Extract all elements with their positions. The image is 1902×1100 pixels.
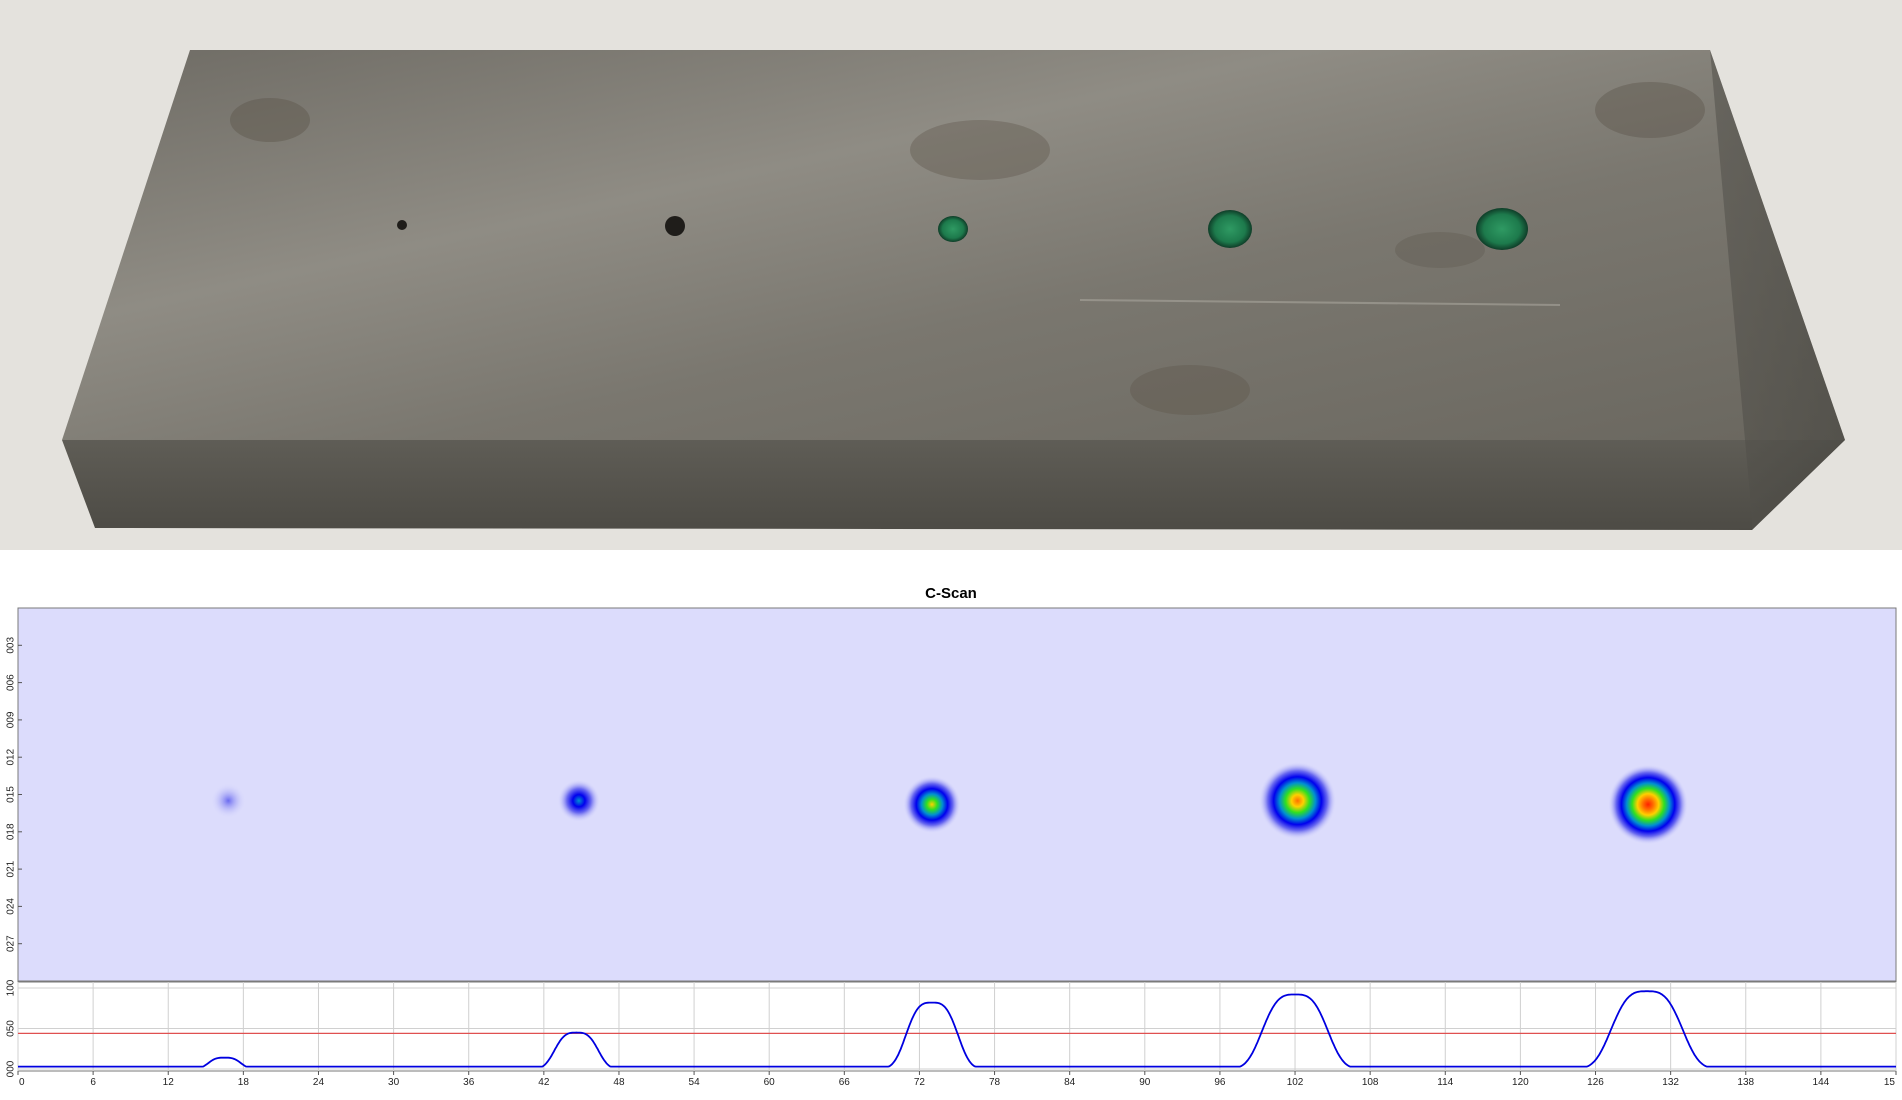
x-tick-label: 126 [1587, 1077, 1604, 1088]
x-tick-label: 48 [613, 1077, 625, 1088]
x-tick-label: 72 [914, 1077, 926, 1088]
x-tick-label: 138 [1737, 1077, 1754, 1088]
x-tick-label: 36 [463, 1077, 475, 1088]
x-tick-label: 84 [1064, 1077, 1076, 1088]
heatmap-y-tick-label: 018 [6, 823, 17, 840]
heatmap-y-tick-label: 021 [6, 860, 17, 877]
x-tick-label: 12 [163, 1077, 175, 1088]
x-tick-label: 132 [1662, 1077, 1679, 1088]
heatmap-y-tick-label: 015 [6, 786, 17, 803]
x-tick-label: 6 [90, 1077, 96, 1088]
heatmap-y-tick-label: 006 [6, 674, 17, 691]
amplitude-plot-area [18, 982, 1896, 1071]
x-tick-label: 15 [1884, 1077, 1896, 1088]
x-tick-label: 96 [1214, 1077, 1226, 1088]
x-tick-label: 0 [19, 1077, 25, 1088]
x-tick-label: 60 [764, 1077, 776, 1088]
x-tick-label: 54 [689, 1077, 701, 1088]
x-tick-label: 144 [1813, 1077, 1830, 1088]
x-tick-label: 78 [989, 1077, 1001, 1088]
x-tick-label: 18 [238, 1077, 250, 1088]
x-tick-label: 30 [388, 1077, 400, 1088]
x-tick-label: 90 [1139, 1077, 1151, 1088]
amplitude-y-tick-label: 050 [6, 1020, 17, 1037]
x-tick-label: 114 [1437, 1077, 1453, 1088]
x-tick-label: 108 [1362, 1077, 1379, 1088]
x-tick-label: 66 [839, 1077, 851, 1088]
heatmap-y-tick-label: 027 [6, 935, 17, 952]
cscan-indication [558, 779, 601, 822]
heatmap-y-tick-label: 024 [6, 898, 17, 915]
x-tick-label: 24 [313, 1077, 325, 1088]
x-tick-label: 102 [1287, 1077, 1304, 1088]
cscan-indication [211, 783, 246, 818]
cscan-indication [1259, 762, 1337, 840]
heatmap-y-tick-label: 009 [6, 711, 17, 728]
heatmap-y-tick-label: 012 [6, 748, 17, 765]
amplitude-y-tick-label: 100 [6, 979, 17, 996]
cscan-indication [903, 776, 961, 834]
heatmap-y-tick-label: 003 [6, 637, 17, 654]
x-tick-label: 42 [538, 1077, 550, 1088]
amplitude-y-tick-label: 000 [6, 1060, 17, 1077]
cscan-indication [1608, 764, 1688, 844]
x-tick-label: 120 [1512, 1077, 1529, 1088]
